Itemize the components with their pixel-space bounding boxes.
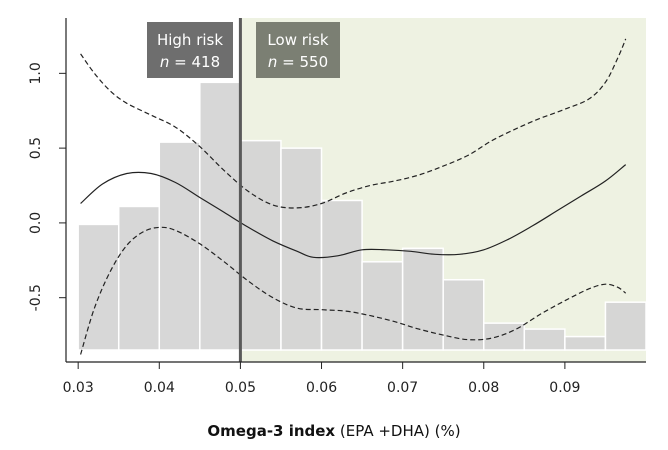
y-tick-label: 0.0 <box>28 212 44 234</box>
lower-ci-curve <box>80 226 627 355</box>
histogram-bar <box>401 247 444 351</box>
y-axis-ticks: 1.0 0.5 0.0 -0.5 <box>28 62 66 311</box>
low-risk-box: Low risk n = 550 <box>256 22 340 78</box>
histogram-bar <box>117 205 161 351</box>
high-risk-count: n = 418 <box>160 53 220 71</box>
x-tick-label: 0.09 <box>549 380 580 396</box>
low-risk-n-prefix: n <box>268 53 278 71</box>
high-risk-box: High risk n = 418 <box>147 22 233 78</box>
histogram-bar <box>604 301 647 351</box>
histogram-bar <box>280 147 323 351</box>
spline-curves <box>80 38 627 355</box>
histogram-bar <box>523 328 566 351</box>
y-tick-label: -0.5 <box>28 284 44 311</box>
high-risk-n-prefix: n <box>160 53 170 71</box>
histogram-bar <box>483 322 526 351</box>
low-risk-n-value: = 550 <box>282 53 328 71</box>
x-axis-label: Omega-3 index (EPA +DHA) (%) <box>0 422 668 440</box>
histogram-bar <box>361 261 404 351</box>
low-risk-count: n = 550 <box>268 53 328 71</box>
histogram-bar <box>320 199 363 351</box>
estimate-curve <box>80 164 627 259</box>
low-risk-box-bg <box>256 22 340 78</box>
histogram-bar <box>239 139 282 351</box>
x-axis-label-rest: (EPA +DHA) (%) <box>339 422 461 440</box>
histogram-bar <box>442 278 485 351</box>
x-axis-label-bold: Omega-3 index <box>207 422 336 440</box>
x-tick-label: 0.07 <box>387 380 418 396</box>
x-tick-label: 0.03 <box>63 380 94 396</box>
low-risk-label: Low risk <box>267 31 328 49</box>
x-tick-label: 0.06 <box>306 380 337 396</box>
x-tick-label: 0.08 <box>468 380 499 396</box>
x-tick-label: 0.05 <box>225 380 256 396</box>
upper-ci-curve <box>80 38 627 209</box>
histogram-bar <box>77 223 120 351</box>
histogram-bar <box>158 141 201 351</box>
histogram-bar <box>199 81 242 351</box>
high-risk-label: High risk <box>157 31 223 49</box>
y-tick-label: 0.5 <box>28 137 44 159</box>
histogram-bar <box>564 335 607 351</box>
histogram-bars <box>77 81 647 351</box>
x-axis-ticks: 0.03 0.04 0.05 0.06 0.07 0.08 0.09 <box>63 362 580 396</box>
x-tick-label: 0.04 <box>144 380 175 396</box>
high-risk-n-value: = 418 <box>174 53 220 71</box>
y-tick-label: 1.0 <box>28 62 44 84</box>
high-risk-box-bg <box>147 22 233 78</box>
